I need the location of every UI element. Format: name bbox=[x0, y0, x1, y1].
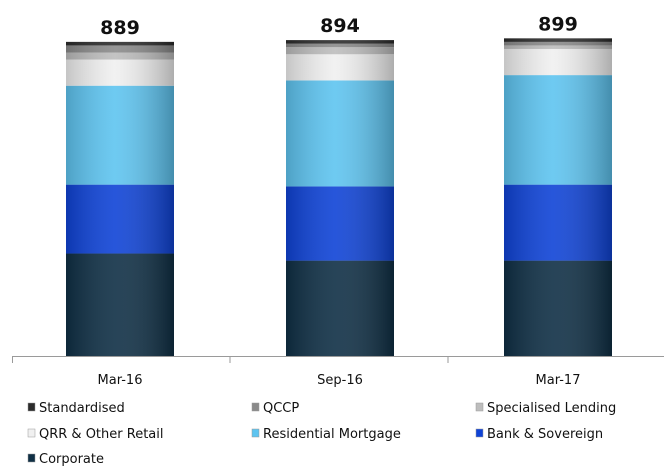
legend-swatch-standardised bbox=[27, 402, 36, 412]
bar-shading-qrr-and-other-retail-sep-16 bbox=[286, 54, 394, 81]
legend-swatch-qrr-and-other-retail bbox=[27, 428, 36, 438]
bar-shading-bank-and-sovereign-mar-16 bbox=[66, 184, 174, 254]
legend-label-qccp: QCCP bbox=[263, 401, 299, 416]
total-labels-group: 889 894 899 bbox=[100, 13, 578, 39]
bar-shading-standardised-mar-17 bbox=[504, 38, 612, 42]
bar-shading-corporate-mar-16 bbox=[66, 253, 174, 356]
total-label-mar-17: 899 bbox=[538, 13, 578, 35]
total-label-sep-16: 894 bbox=[320, 15, 360, 37]
legend-swatch-qccp bbox=[251, 402, 260, 412]
legend-swatch-residential-mortgage bbox=[251, 428, 260, 438]
bar-shading-corporate-sep-16 bbox=[286, 260, 394, 356]
bar-shading-standardised-sep-16 bbox=[286, 40, 394, 44]
legend-swatch-bank-and-sovereign bbox=[475, 428, 484, 438]
x-tick-label-sep-16: Sep-16 bbox=[317, 373, 363, 388]
bars-group bbox=[66, 38, 612, 356]
bar-shading-qccp-mar-17 bbox=[504, 41, 612, 46]
bar-shading-corporate-mar-17 bbox=[504, 260, 612, 356]
x-tick-label-mar-16: Mar-16 bbox=[98, 373, 143, 388]
bar-shading-standardised-mar-16 bbox=[66, 41, 174, 46]
bar-shading-qccp-sep-16 bbox=[286, 43, 394, 48]
legend-label-residential-mortgage: Residential Mortgage bbox=[263, 427, 401, 442]
legend-label-standardised: Standardised bbox=[39, 401, 125, 416]
x-axis: Mar-16 Sep-16 Mar-17 bbox=[12, 356, 664, 388]
legend-label-bank-and-sovereign: Bank & Sovereign bbox=[487, 427, 603, 442]
bar-shading-residential-mortgage-sep-16 bbox=[286, 80, 394, 187]
legend: Standardised QCCP Specialised Lending QRR &… bbox=[27, 401, 616, 467]
bar-shading-qrr-and-other-retail-mar-16 bbox=[66, 59, 174, 86]
x-tick-label-mar-17: Mar-17 bbox=[536, 373, 581, 388]
bar-shading-residential-mortgage-mar-17 bbox=[504, 75, 612, 185]
legend-swatch-specialised-lending bbox=[475, 402, 484, 412]
legend-label-qrr-and-other-retail: QRR & Other Retail bbox=[39, 427, 163, 442]
legend-swatch-corporate bbox=[27, 453, 36, 463]
bar-shading-residential-mortgage-mar-16 bbox=[66, 85, 174, 185]
bar-shading-bank-and-sovereign-sep-16 bbox=[286, 186, 394, 261]
legend-label-corporate: Corporate bbox=[39, 452, 104, 467]
bar-shading-specialised-lending-sep-16 bbox=[286, 47, 394, 55]
legend-label-specialised-lending: Specialised Lending bbox=[487, 401, 616, 416]
bar-shading-qccp-mar-16 bbox=[66, 45, 174, 53]
total-label-mar-16: 889 bbox=[100, 17, 140, 39]
bar-shading-qrr-and-other-retail-mar-17 bbox=[504, 48, 612, 76]
bar-shading-specialised-lending-mar-17 bbox=[504, 45, 612, 49]
bar-shading-specialised-lending-mar-16 bbox=[66, 52, 174, 60]
bar-shading-bank-and-sovereign-mar-17 bbox=[504, 184, 612, 261]
